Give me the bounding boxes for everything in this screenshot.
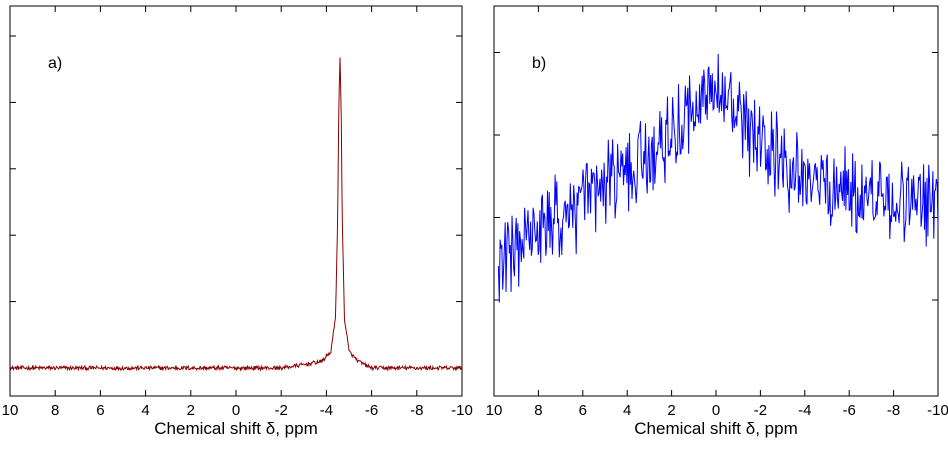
x-tick-label: 6 xyxy=(96,402,104,419)
panel-b: 10 8 6 4 2 0 -2 -4 -6 -8 -10 Chemical shift δ, ppm b… xyxy=(486,5,948,438)
x-tick-label: 4 xyxy=(623,402,631,419)
x-tick-label: -4 xyxy=(798,402,811,419)
x-tick-label: -8 xyxy=(887,402,900,419)
spectrum-series-b xyxy=(497,53,939,303)
panel-label: b) xyxy=(532,55,546,72)
x-tick-label: 0 xyxy=(712,402,720,419)
x-tick-label: 4 xyxy=(141,402,149,419)
panel-a: 10 8 6 4 2 0 -2 -4 -6 -8 -10 Chemical shift δ, ppm a… xyxy=(2,5,473,438)
x-axis-title: Chemical shift δ, ppm xyxy=(634,419,797,438)
x-tick-label: -2 xyxy=(275,402,288,419)
x-tick-label: 8 xyxy=(534,402,542,419)
x-tick-label: -10 xyxy=(927,402,948,419)
x-axis-title: Chemical shift δ, ppm xyxy=(154,419,317,438)
x-tick-label: -2 xyxy=(754,402,767,419)
x-tick-label: 2 xyxy=(667,402,675,419)
panel-label: a) xyxy=(48,55,62,72)
spectrum-series-a xyxy=(10,57,463,372)
x-tick-label: -8 xyxy=(410,402,423,419)
x-tick-label: 6 xyxy=(579,402,587,419)
x-tick-label: -6 xyxy=(365,402,378,419)
plot-frame xyxy=(9,5,463,397)
x-tick-label: 10 xyxy=(2,402,19,419)
x-tick-label: -4 xyxy=(320,402,333,419)
plot-frame xyxy=(493,5,939,397)
x-tick-label: 10 xyxy=(486,402,503,419)
x-tick-label: -10 xyxy=(451,402,473,419)
x-tick-label: -6 xyxy=(843,402,856,419)
x-tick-label: 0 xyxy=(232,402,240,419)
x-tick-label: 2 xyxy=(187,402,195,419)
x-tick-label: 8 xyxy=(51,402,59,419)
